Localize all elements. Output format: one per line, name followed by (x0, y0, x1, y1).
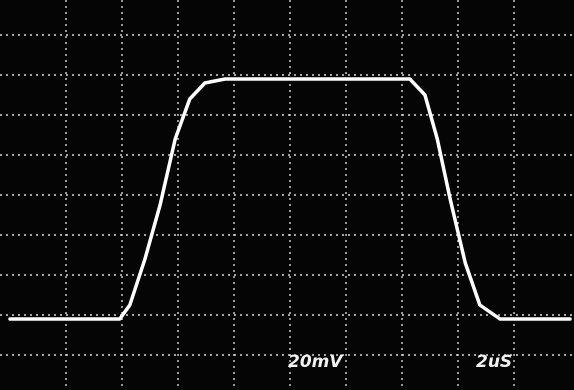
trace (8, 77, 572, 321)
volts-per-div: 20mV (288, 352, 344, 372)
time-per-div: 2uS (476, 352, 512, 372)
